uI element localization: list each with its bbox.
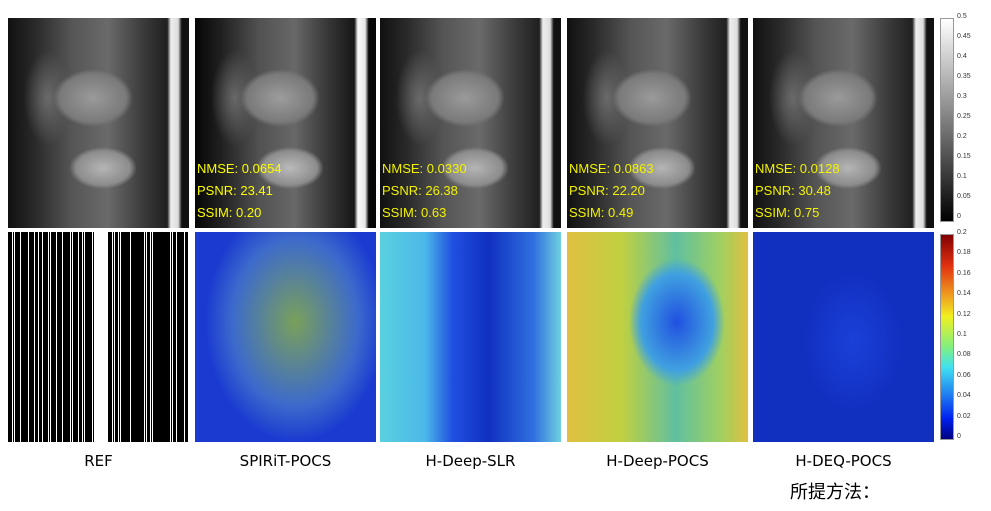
spirit-pocs-image: NMSE: 0.0654 PSNR: 23.41 SSIM: 0.20 — [195, 18, 376, 228]
column-label-spirit-pocs: SPIRiT-POCS — [239, 452, 332, 470]
mask-line — [106, 232, 108, 442]
mask-line — [50, 232, 51, 442]
proposed-method-note: 所提方法： — [790, 482, 880, 503]
mask-line — [120, 232, 121, 442]
metrics: NMSE: 0.0654 PSNR: 23.41 SSIM: 0.20 — [197, 158, 282, 224]
column-label-ref: REF — [84, 452, 113, 470]
colorbar-tick: 0.2 — [957, 229, 967, 236]
mask-line — [12, 232, 13, 442]
h-deep-pocs-image: NMSE: 0.0863 PSNR: 22.20 SSIM: 0.49 — [567, 18, 748, 228]
mask-line — [28, 232, 29, 442]
spirit-pocs-error-map — [195, 232, 376, 442]
mask-line — [188, 232, 189, 442]
colorbar-tick: 0.2 — [957, 133, 967, 140]
metrics: NMSE: 0.0330 PSNR: 26.38 SSIM: 0.63 — [382, 158, 467, 224]
error-colorbar — [940, 234, 954, 440]
colorbar-tick: 0.1 — [957, 331, 967, 338]
nmse-value: NMSE: 0.0330 — [382, 161, 467, 176]
mask-line — [152, 232, 153, 442]
mask-line — [98, 232, 100, 442]
column-label-h-deep-pocs: H-Deep-POCS — [606, 452, 709, 470]
ssim-value: SSIM: 0.75 — [755, 205, 820, 220]
mask-line — [72, 232, 73, 442]
psnr-value: PSNR: 23.41 — [197, 183, 273, 198]
mask-line — [114, 232, 115, 442]
colorbar-tick: 0.3 — [957, 93, 967, 100]
mask-line — [42, 232, 43, 442]
colorbar-tick: 0.18 — [957, 249, 971, 257]
mask-line — [48, 232, 49, 442]
colorbar-tick: 0.45 — [957, 33, 971, 40]
mask-line — [38, 232, 39, 442]
mask-line — [150, 232, 151, 442]
ssim-value: SSIM: 0.49 — [569, 205, 634, 220]
column-label-h-deq-pocs: H-DEQ-POCS — [795, 452, 892, 470]
colorbar-tick: 0.02 — [957, 412, 971, 420]
colorbar-tick: 0.04 — [957, 392, 971, 400]
mask-line — [184, 232, 185, 442]
colorbar-tick: 0.25 — [957, 113, 971, 120]
colorbar-tick: 0.1 — [957, 173, 967, 180]
mask-line — [118, 232, 119, 442]
mask-line — [70, 232, 71, 442]
reference-image — [8, 18, 189, 228]
mask-line — [144, 232, 145, 442]
h-deep-slr-image: NMSE: 0.0330 PSNR: 26.38 SSIM: 0.63 — [380, 18, 561, 228]
ssim-value: SSIM: 0.63 — [382, 205, 447, 220]
colorbar-tick: 0.08 — [957, 351, 971, 359]
colorbar-tick: 0.4 — [957, 53, 967, 60]
colorbar-tick: 0.16 — [957, 269, 971, 277]
h-deep-pocs-error-map — [567, 232, 748, 442]
mask-line — [170, 232, 171, 442]
metrics: NMSE: 0.0128 PSNR: 30.48 SSIM: 0.75 — [755, 158, 840, 224]
psnr-value: PSNR: 22.20 — [569, 183, 645, 198]
psnr-value: PSNR: 26.38 — [382, 183, 458, 198]
mask-line — [82, 232, 83, 442]
mask-line — [130, 232, 131, 442]
mask-line — [96, 232, 98, 442]
colorbar-tick: 0.14 — [957, 290, 971, 298]
psnr-value: PSNR: 30.48 — [755, 183, 831, 198]
mask-line — [100, 232, 102, 442]
colorbar-tick: 0.06 — [957, 371, 971, 379]
column-label-h-deep-slr: H-Deep-SLR — [425, 452, 516, 470]
mask-line — [176, 232, 177, 442]
h-deep-slr-error-map — [380, 232, 561, 442]
mask-line — [20, 232, 21, 442]
mask-line — [84, 232, 85, 442]
ssim-value: SSIM: 0.20 — [197, 205, 262, 220]
mask-line — [34, 232, 35, 442]
mask-line — [78, 232, 79, 442]
colorbar-tick: 0.15 — [957, 153, 971, 160]
h-deq-pocs-image: NMSE: 0.0128 PSNR: 30.48 SSIM: 0.75 — [753, 18, 934, 228]
sampling-mask — [8, 232, 189, 442]
colorbar-tick: 0.35 — [957, 73, 971, 80]
mask-line — [92, 232, 93, 442]
h-deq-pocs-error-map — [753, 232, 934, 442]
metrics: NMSE: 0.0863 PSNR: 22.20 SSIM: 0.49 — [569, 158, 654, 224]
nmse-value: NMSE: 0.0128 — [755, 161, 840, 176]
colorbar-tick: 0.05 — [957, 193, 971, 200]
mask-line — [146, 232, 147, 442]
mask-line — [104, 232, 106, 442]
mask-line — [94, 232, 96, 442]
colorbar-tick: 0.5 — [957, 13, 967, 20]
colorbar-tick: 0 — [957, 213, 961, 220]
colorbar-tick: 0.12 — [957, 310, 971, 318]
mask-line — [172, 232, 173, 442]
mask-line — [56, 232, 57, 442]
mask-line — [14, 232, 15, 442]
nmse-value: NMSE: 0.0654 — [197, 161, 282, 176]
nmse-value: NMSE: 0.0863 — [569, 161, 654, 176]
mask-line — [102, 232, 104, 442]
colorbar-tick: 0 — [957, 433, 961, 440]
gray-colorbar — [940, 18, 954, 222]
mask-line — [62, 232, 63, 442]
mask-line — [112, 232, 113, 442]
